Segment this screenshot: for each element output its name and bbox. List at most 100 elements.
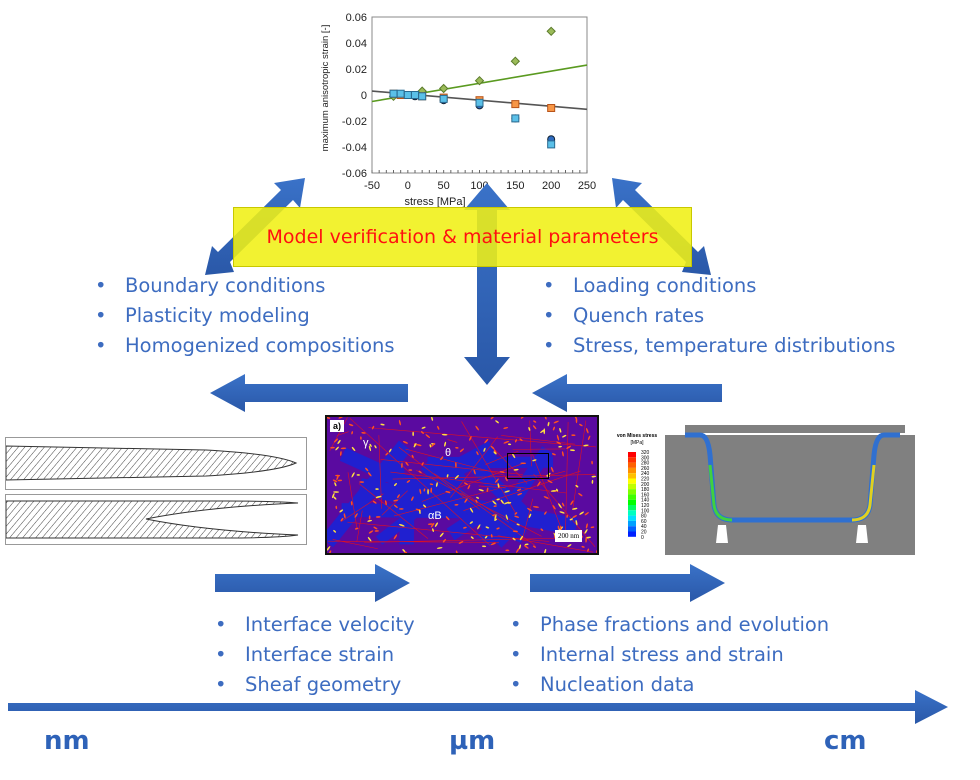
carbide-particle <box>411 496 414 501</box>
carbide-particle <box>572 515 577 519</box>
grain-boundary <box>347 472 358 529</box>
carbide-particle <box>354 513 358 518</box>
x-axis-label: stress [MPa] <box>404 196 465 208</box>
top-right-list: • Loading conditions • Quench rates • Stres… <box>543 271 895 361</box>
carbide-particle <box>348 423 354 427</box>
carbide-particle <box>333 529 337 533</box>
carbide-particle <box>490 417 494 420</box>
carbide-particle <box>337 439 341 445</box>
y-tick-label: 0.02 <box>346 64 367 76</box>
x-tick-label: 0 <box>405 180 411 192</box>
grain-boundary <box>572 420 587 510</box>
carbide-particle <box>581 545 585 548</box>
carbide-particle <box>411 454 414 459</box>
bullet: • <box>510 613 522 636</box>
colorbar-tick: 60 <box>641 519 647 525</box>
bullet: • <box>215 613 227 636</box>
data-point <box>510 56 521 66</box>
grain-boundary <box>340 493 384 522</box>
carbide-particle <box>524 545 529 549</box>
carbide-particle <box>558 503 562 509</box>
carbide-particle <box>514 439 517 443</box>
carbide-particle <box>437 425 440 430</box>
carbide-particle <box>544 548 547 553</box>
carbide-particle <box>432 528 434 532</box>
carbide-particle <box>429 483 434 486</box>
carbide-particle <box>463 482 468 485</box>
carbide-particle <box>446 474 449 478</box>
fea-image: von Mises stress [MPa] 320 300 280 260 240 22… <box>612 425 917 555</box>
list-item: • Boundary conditions <box>95 271 395 301</box>
item-text: Interface velocity <box>245 613 415 636</box>
carbide-particle <box>512 453 516 459</box>
colorbar-title: von Mises stress <box>617 433 658 439</box>
carbide-particle <box>490 534 493 538</box>
carbide-particle <box>490 445 495 450</box>
colorbar-swatch <box>628 526 636 532</box>
carbide-particle <box>367 519 372 522</box>
grain-boundary <box>358 483 429 539</box>
carbide-particle <box>359 481 365 483</box>
colorbar-swatch <box>628 489 636 495</box>
carbide-particle <box>377 495 382 498</box>
x-tick-label: 150 <box>506 180 524 192</box>
data-point <box>547 104 556 112</box>
carbide-particle <box>434 522 438 527</box>
list-item: • Sheaf geometry <box>215 670 415 700</box>
arrow-right-1 <box>215 564 410 602</box>
grain-boundary <box>329 417 348 451</box>
carbide-particle <box>455 550 458 553</box>
item-text: Quench rates <box>573 304 705 327</box>
x-tick-label: 200 <box>542 180 560 192</box>
grain-boundary <box>380 459 523 475</box>
y-axis-label: maximum anisotropic strain [-] <box>320 25 331 152</box>
carbide-particle <box>419 488 422 495</box>
carbide-particle <box>551 453 556 456</box>
carbide-particle <box>532 459 537 462</box>
carbide-particle <box>516 488 522 492</box>
list-item: • Interface velocity <box>215 610 415 640</box>
carbide-particle <box>493 451 497 455</box>
carbide-particle <box>527 507 533 512</box>
grain-boundary <box>381 490 408 516</box>
y-tick-label: 0 <box>361 90 367 102</box>
vertical-double-arrow <box>464 183 510 385</box>
colorbar-tick: 40 <box>641 524 647 530</box>
colorbar-tick: 300 <box>641 455 650 461</box>
colorbar-swatch <box>628 452 636 458</box>
data-point <box>418 92 427 101</box>
bullet: • <box>543 334 555 357</box>
carbide-particle <box>575 417 578 424</box>
carbide-particle <box>512 537 516 541</box>
grain-boundary <box>327 540 499 543</box>
carbide-particle <box>514 512 518 515</box>
carbide-particle <box>532 425 537 430</box>
carbide-particle <box>327 417 331 419</box>
carbide-particle <box>537 481 541 487</box>
carbide-particle <box>519 535 523 541</box>
carbide-particle <box>486 487 489 493</box>
carbide-particle <box>439 532 444 537</box>
carbide-particle <box>397 494 400 499</box>
colorbar-tick: 120 <box>641 503 650 509</box>
carbide-particle <box>579 511 584 515</box>
carbide-particle <box>421 426 426 429</box>
carbide-particle <box>578 493 583 497</box>
carbide-particle <box>505 477 508 482</box>
carbide-particle <box>557 525 560 530</box>
carbide-particle <box>570 500 574 505</box>
carbide-particle <box>467 484 471 490</box>
highlight-box <box>507 453 549 479</box>
arrow-right-2 <box>530 564 725 602</box>
grain-boundary <box>501 435 575 445</box>
verification-banner: Model verification & material parameters <box>233 207 692 267</box>
sheaf-image-1 <box>5 437 307 490</box>
colorbar-tick: 320 <box>641 450 650 456</box>
carbide-particle <box>393 534 398 540</box>
grain-boundary <box>421 462 526 502</box>
bullet: • <box>95 274 107 297</box>
carbide-particle <box>430 487 433 493</box>
carbide-particle <box>431 417 434 421</box>
carbide-particle <box>505 514 509 520</box>
carbide-particle <box>459 448 464 453</box>
